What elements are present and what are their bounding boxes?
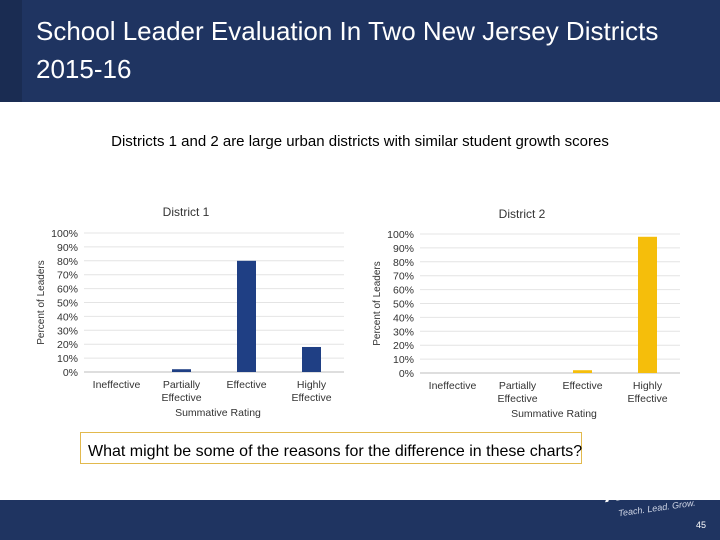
header-bar [0, 0, 720, 102]
y-tick-label: 100% [387, 229, 414, 241]
y-tick-label: 70% [57, 270, 78, 282]
y-tick-label: 0% [399, 368, 414, 380]
y-tick-label: 10% [57, 353, 78, 365]
x-tick-label: Effective [562, 380, 602, 392]
y-tick-label: 0% [63, 367, 78, 379]
x-tick-label: Highly [633, 380, 663, 392]
logo-nj-text: NJ [689, 465, 720, 495]
y-axis-label: Percent of Leaders [372, 261, 383, 346]
y-tick-label: 40% [393, 312, 414, 324]
y-tick-label: 30% [393, 326, 414, 338]
slide-title: School Leader Evaluation In Two New Jers… [36, 16, 659, 84]
footer-bar [0, 500, 720, 540]
y-tick-label: 90% [393, 243, 414, 255]
x-axis-label: Summative Rating [175, 407, 261, 419]
x-tick-label: Partially [163, 379, 201, 391]
header-accent [0, 0, 22, 102]
y-tick-label: 80% [57, 256, 78, 268]
y-tick-label: 60% [57, 284, 78, 296]
page-number: 45 [695, 520, 706, 530]
bar [172, 369, 191, 372]
x-tick-label: Effective [497, 393, 537, 405]
y-tick-label: 20% [393, 340, 414, 352]
x-tick-label: Effective [226, 379, 266, 391]
y-tick-label: 100% [51, 228, 78, 240]
x-tick-label: Ineffective [93, 379, 141, 391]
y-axis-label: Percent of Leaders [36, 260, 47, 345]
y-tick-label: 80% [393, 257, 414, 269]
bar [302, 346, 321, 372]
chart-title: District 2 [499, 207, 546, 221]
x-tick-label: Effective [291, 392, 331, 404]
y-tick-label: 60% [393, 285, 414, 297]
callout-box [80, 432, 582, 464]
x-axis-label: Summative Rating [511, 408, 597, 420]
x-tick-label: Ineffective [429, 380, 477, 392]
y-tick-label: 50% [57, 298, 78, 310]
callout-text: What might be some of the reasons for th… [88, 443, 583, 460]
y-tick-label: 70% [393, 271, 414, 283]
y-tick-label: 90% [57, 242, 78, 254]
bar [573, 370, 592, 373]
x-tick-label: Effective [161, 392, 201, 404]
y-tick-label: 20% [57, 339, 78, 351]
bar [237, 260, 256, 372]
x-tick-label: Highly [297, 379, 327, 391]
y-tick-label: 50% [393, 299, 414, 311]
x-tick-label: Effective [627, 393, 667, 405]
slide-subtitle: Districts 1 and 2 are large urban distri… [111, 133, 609, 150]
x-tick-label: Partially [499, 380, 537, 392]
y-tick-label: 40% [57, 311, 78, 323]
bar [638, 236, 657, 373]
y-tick-label: 30% [57, 325, 78, 337]
chart-title: District 1 [163, 205, 210, 219]
y-tick-label: 10% [393, 354, 414, 366]
